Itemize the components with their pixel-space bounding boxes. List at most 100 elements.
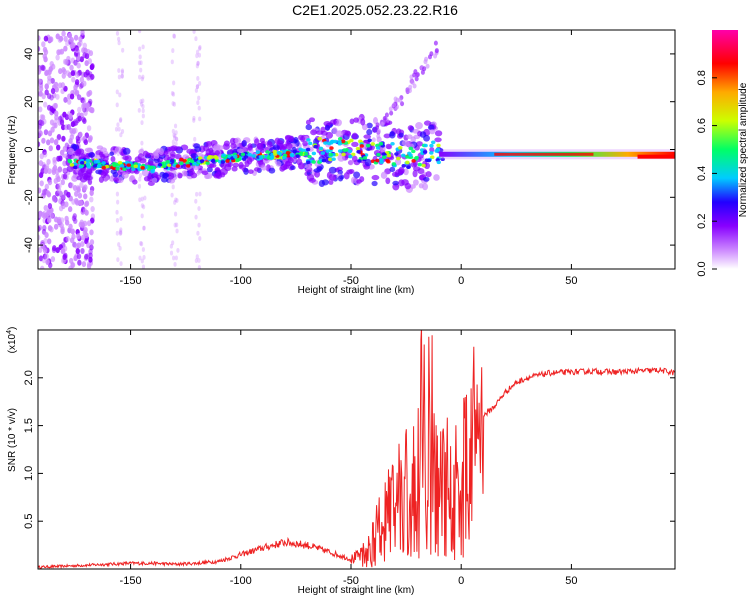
spectrogram-ridge-blob — [162, 164, 167, 168]
spectrogram-blob — [201, 170, 209, 176]
spectrogram-noise-blob — [70, 70, 76, 77]
spectrogram-ridge-blob — [86, 164, 92, 169]
spectrogram-blob — [363, 134, 372, 139]
spectrogram-noise-blob — [54, 110, 59, 117]
spectrogram-xtick-label: 0 — [458, 275, 464, 287]
spectrogram-blob — [429, 51, 434, 57]
spectrogram-blob — [220, 162, 227, 169]
spectrogram-ridge-blob — [411, 149, 416, 154]
spectrogram-noise-blob — [89, 190, 94, 197]
spectrogram-noise-blob — [60, 228, 65, 235]
spectrogram-ridge-blob — [306, 160, 311, 164]
spectrogram-blob — [316, 166, 323, 172]
spectrogram-noise-blob — [141, 103, 145, 109]
spectrogram-ridge-blob — [115, 166, 120, 171]
spectrogram-noise-blob — [197, 265, 202, 269]
spectrogram-noise-blob — [192, 115, 196, 121]
spectrogram-noise-blob — [82, 52, 87, 59]
spectrogram-blob — [353, 117, 360, 123]
spectrogram-blob — [285, 160, 291, 167]
spectrogram-noise-blob — [38, 35, 41, 42]
spectrogram-noise-blob — [63, 35, 68, 42]
spectrogram-blob — [182, 154, 190, 160]
spectrogram-blob — [238, 161, 244, 169]
spectrogram-noise-blob — [66, 123, 71, 130]
spectrogram-ridge-blob — [242, 157, 247, 161]
spectrogram-blob — [205, 140, 213, 147]
spectrogram-blob — [406, 134, 413, 140]
spectrogram-ridge-blob — [347, 149, 353, 154]
spectrogram-noise-blob — [72, 185, 78, 192]
spectrogram-noise-blob — [80, 248, 85, 255]
spectrogram-noise-blob — [118, 231, 123, 236]
spectrogram-noise-blob — [117, 126, 121, 132]
spectrogram-ridge-blob — [140, 166, 145, 170]
spectrogram-ridge-blob — [426, 158, 432, 163]
spectrogram-ridge-blob — [97, 164, 102, 168]
spectrogram-noise-blob — [119, 261, 123, 267]
spectrogram-ridge-blob — [251, 154, 256, 158]
spectrogram-noise-blob — [143, 195, 147, 201]
spectrogram-noise-blob — [116, 257, 120, 263]
spectrogram-noise-blob — [52, 102, 57, 109]
spectrogram-noise-blob — [192, 118, 196, 123]
spectrogram-noise-blob — [60, 82, 66, 89]
spectrogram-blob — [422, 183, 429, 191]
spectrogram-noise-blob — [51, 122, 57, 129]
spectrogram-noise-blob — [44, 183, 49, 190]
spectrogram-noise-blob — [173, 261, 177, 267]
spectrogram-noise-blob — [50, 256, 56, 263]
spectrogram-noise-blob — [193, 136, 197, 142]
spectrogram-noise-blob — [63, 96, 68, 103]
spectrogram-blob — [425, 63, 430, 69]
spectrogram-ridge-blob — [431, 140, 436, 145]
spectrogram-noise-blob — [44, 89, 49, 96]
spectrogram-noise-blob — [75, 248, 80, 255]
spectrogram-ridge-blob — [255, 150, 261, 155]
spectrogram-noise-blob — [82, 229, 88, 236]
spectrogram-blob — [393, 96, 398, 102]
spectrogram-blob — [351, 132, 358, 140]
spectrogram-noise-blob — [115, 102, 119, 108]
spectrogram-noise-blob — [137, 107, 141, 113]
spectrogram-noise-blob — [43, 205, 48, 212]
spectrogram-noise-blob — [53, 223, 59, 230]
spectrogram-noise-blob — [69, 237, 75, 244]
spectrogram-noise-blob — [65, 40, 70, 47]
spectrogram-noise-blob — [46, 158, 51, 165]
spectrogram-blob — [401, 139, 410, 147]
spectrogram-noise-blob — [76, 62, 81, 69]
spectrogram-blob — [412, 83, 417, 89]
spectrogram-blob — [323, 120, 332, 127]
spectrogram-noise-blob — [44, 253, 49, 260]
spectrogram-blob — [151, 177, 158, 183]
spectrogram-ridge-blob — [382, 155, 387, 160]
spectrogram-ridge-blob — [375, 146, 381, 150]
spectrogram-ridge-blob — [337, 137, 343, 141]
spectrogram-ridge-blob — [73, 165, 78, 170]
spectrogram-noise-blob — [73, 59, 78, 66]
spectrogram-noise-blob — [45, 258, 50, 265]
spectrogram-noise-blob — [62, 160, 67, 167]
spectrogram-blob — [162, 172, 170, 178]
spectrogram-ridge-blob — [320, 151, 326, 155]
spectrogram-noise-blob — [142, 225, 146, 231]
spectrogram-noise-blob — [171, 139, 175, 145]
spectrogram-blob — [109, 151, 115, 157]
spectrogram-noise-blob — [63, 85, 68, 92]
spectrogram-blob — [243, 167, 249, 175]
spectrogram-noise-blob — [79, 76, 85, 83]
spectrogram-noise-blob — [46, 217, 52, 224]
spectrogram-noise-blob — [172, 33, 176, 39]
spectrogram-noise-blob — [61, 135, 66, 142]
spectrogram-noise-blob — [119, 132, 123, 138]
spectrogram-noise-blob — [70, 121, 76, 128]
spectrogram-noise-blob — [77, 69, 82, 76]
spectrogram-xtick-label: -100 — [230, 275, 252, 287]
spectrogram-blob — [335, 130, 344, 138]
spectrogram-blob — [328, 174, 337, 181]
spectrogram-blob — [392, 183, 400, 191]
spectrogram-blob — [348, 159, 354, 166]
spectrogram-noise-blob — [69, 93, 75, 100]
spectrogram-blob — [394, 158, 402, 166]
